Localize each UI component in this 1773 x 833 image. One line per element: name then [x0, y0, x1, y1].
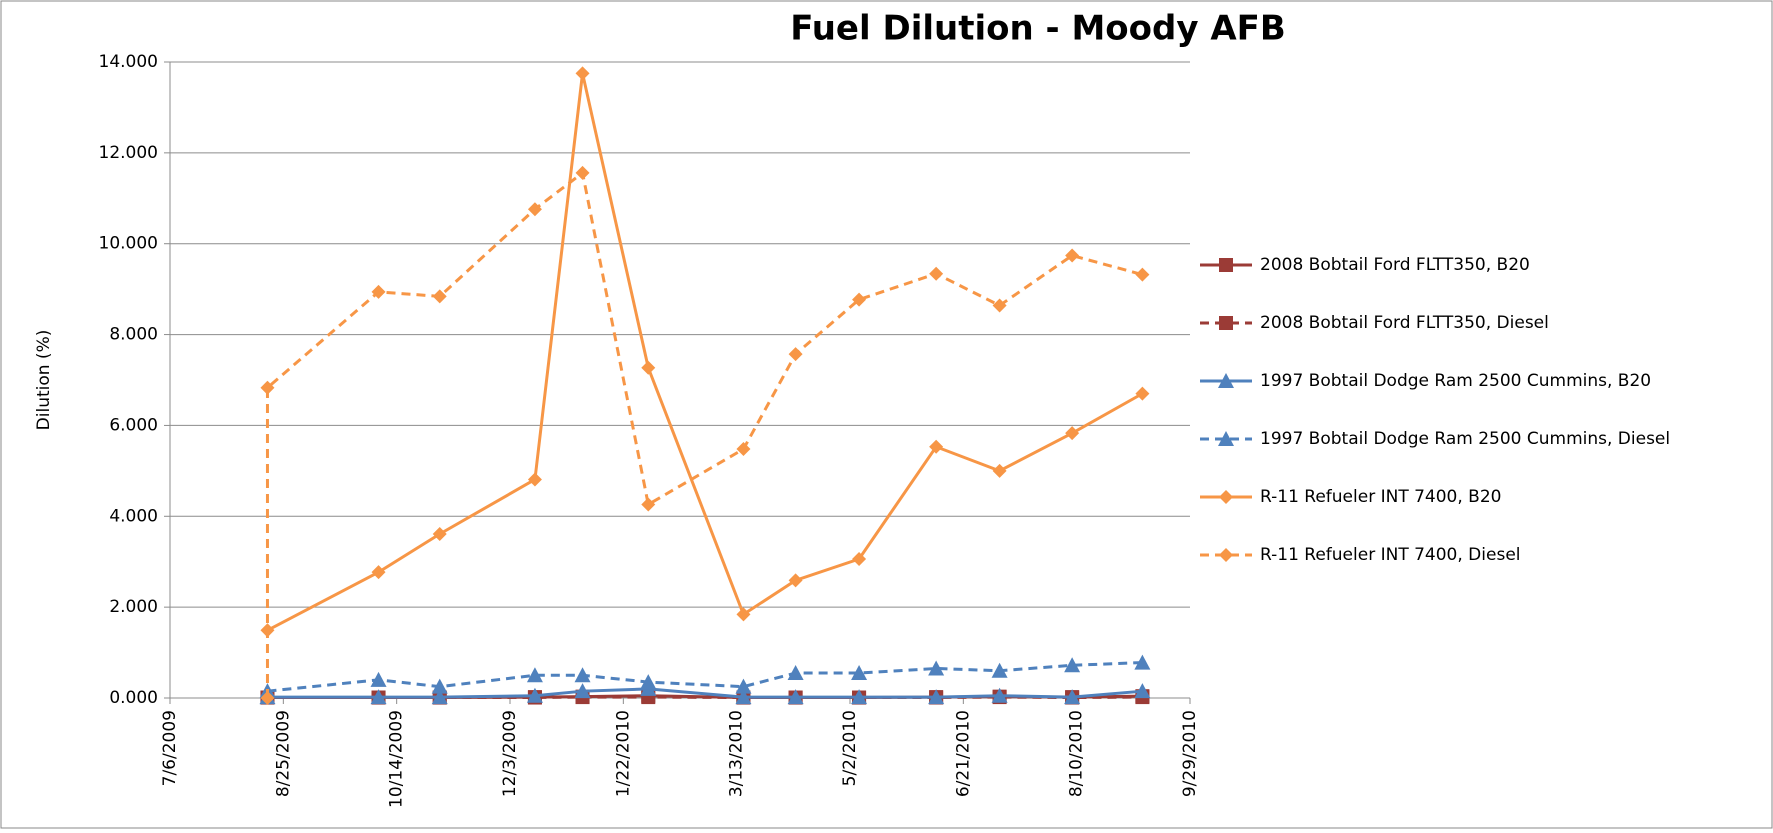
legend-label: 1997 Bobtail Dodge Ram 2500 Cummins, B20	[1260, 371, 1651, 391]
x-tick-label: 8/25/2009	[273, 710, 293, 797]
x-tick-label: 12/3/2009	[500, 710, 520, 797]
legend-label: R-11 Refueler INT 7400, Diesel	[1260, 545, 1521, 565]
y-tick-label: 10.000	[99, 234, 158, 254]
x-tick-label: 6/21/2010	[953, 710, 973, 797]
x-tick-label: 9/29/2010	[1180, 710, 1200, 797]
y-tick-label: 2.000	[109, 597, 158, 617]
x-tick-label: 1/22/2010	[613, 710, 633, 797]
legend-label: 2008 Bobtail Ford FLTT350, Diesel	[1260, 313, 1549, 333]
y-axis-label: Dilution (%)	[34, 330, 54, 431]
y-tick-label: 8.000	[109, 325, 158, 345]
marker	[1219, 258, 1233, 272]
y-tick-label: 6.000	[109, 415, 158, 435]
y-tick-label: 0.000	[109, 688, 158, 708]
y-tick-label: 4.000	[109, 506, 158, 526]
legend-label: R-11 Refueler INT 7400, B20	[1260, 487, 1501, 507]
chart-title: Fuel Dilution - Moody AFB	[790, 9, 1286, 49]
x-tick-label: 7/6/2009	[160, 710, 180, 786]
legend-label: 1997 Bobtail Dodge Ram 2500 Cummins, Die…	[1260, 429, 1670, 449]
x-tick-label: 8/10/2010	[1067, 710, 1087, 797]
y-tick-label: 14.000	[99, 52, 158, 72]
legend-label: 2008 Bobtail Ford FLTT350, B20	[1260, 255, 1530, 275]
x-tick-label: 10/14/2009	[387, 710, 407, 808]
marker	[1219, 316, 1233, 330]
y-tick-label: 12.000	[99, 143, 158, 163]
x-tick-label: 5/2/2010	[840, 710, 860, 786]
x-tick-label: 3/13/2010	[727, 710, 747, 797]
